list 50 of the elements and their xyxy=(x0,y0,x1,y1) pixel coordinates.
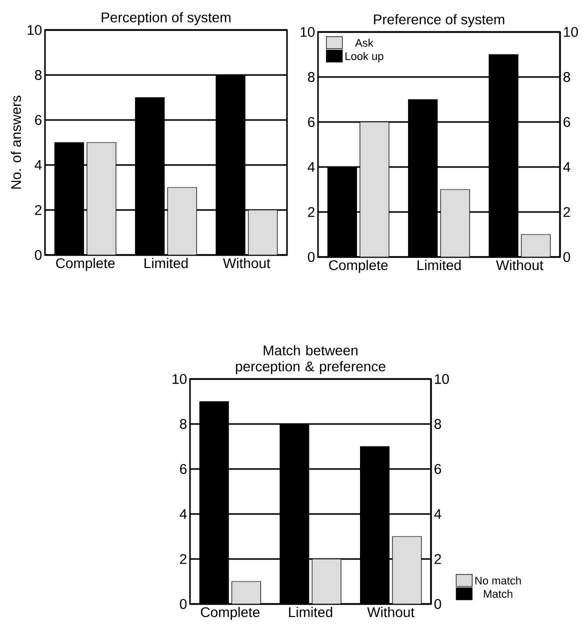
y-tick-label: 10 xyxy=(172,374,187,384)
y2-tick-label: 4 xyxy=(434,509,442,519)
y2-tick-label: 2 xyxy=(564,207,570,217)
y-tick-label: 8 xyxy=(308,72,315,82)
y2-tick-label: 2 xyxy=(434,554,441,564)
x-tick-label: Without xyxy=(367,606,414,618)
chart-title: Perception of system xyxy=(102,12,230,26)
y-tick-label: 2 xyxy=(35,205,42,215)
chart-title: Preference of system xyxy=(374,14,504,28)
y2-tick-label: 4 xyxy=(563,162,570,172)
y2-tick-label: 8 xyxy=(434,419,442,429)
y2-tick-label: 6 xyxy=(564,117,570,127)
y-tick-label: 10 xyxy=(28,25,42,35)
y-tick-label: 10 xyxy=(300,27,315,37)
y-tick-label: 0 xyxy=(308,252,315,262)
y-axis-title: No. of answers xyxy=(10,96,22,189)
legend-label: Look up xyxy=(346,52,384,62)
bar xyxy=(231,581,261,604)
x-tick-label: Without xyxy=(496,260,544,270)
y-tick-label: 2 xyxy=(308,207,314,217)
y-tick-label: 2 xyxy=(180,554,186,564)
y-tick-label: 6 xyxy=(35,115,42,125)
y-tick-label: 0 xyxy=(34,250,42,260)
y2-tick-label: 8 xyxy=(563,72,570,82)
y2-tick-label: 10 xyxy=(434,374,449,384)
x-tick-label: Without xyxy=(222,258,270,268)
x-tick-label: Limited xyxy=(289,606,332,618)
bar xyxy=(312,558,342,604)
y-tick-label: 8 xyxy=(180,419,187,429)
y2-tick-label: 6 xyxy=(434,464,442,474)
y2-tick-label: 0 xyxy=(434,599,442,609)
y-tick-label: 6 xyxy=(180,464,187,474)
y-tick-label: 4 xyxy=(180,509,187,519)
x-tick-label: Limited xyxy=(144,258,188,268)
legend-label: No match xyxy=(475,576,521,584)
y-tick-label: 0 xyxy=(180,599,187,609)
x-tick-label: Complete xyxy=(329,260,388,273)
y-tick-label: 4 xyxy=(34,160,42,170)
bar xyxy=(392,536,422,604)
legend-label: Ask xyxy=(355,38,374,47)
chart-title: Match between perception & preference xyxy=(236,345,386,374)
x-tick-label: Complete xyxy=(56,258,115,271)
y2-tick-label: 10 xyxy=(564,27,578,37)
x-tick-label: Complete xyxy=(200,606,260,620)
y-tick-label: 8 xyxy=(34,70,42,80)
y-tick-label: 6 xyxy=(308,117,315,127)
x-tick-label: Limited xyxy=(418,260,461,270)
y-tick-label: 4 xyxy=(308,162,315,172)
legend-label: Match xyxy=(484,590,512,598)
y2-tick-label: 0 xyxy=(563,252,570,262)
